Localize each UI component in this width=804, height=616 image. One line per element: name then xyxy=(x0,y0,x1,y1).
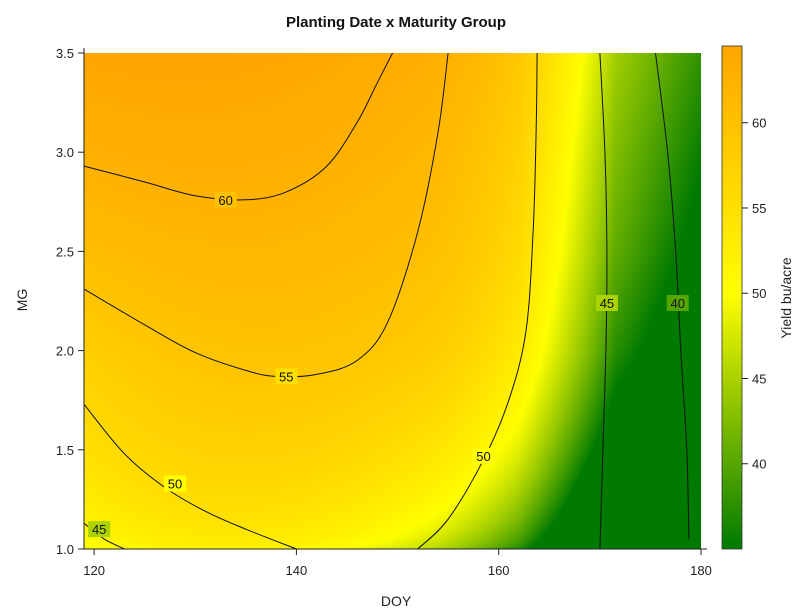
y-tick-label: 1.5 xyxy=(56,443,74,458)
contour-line-55 xyxy=(83,52,449,378)
contour-label-50: 50 xyxy=(476,449,490,464)
contour-label-bg xyxy=(88,521,111,538)
colorbar-tick-label: 40 xyxy=(752,457,766,472)
colorbar-tick-label: 55 xyxy=(752,201,766,216)
colorbar-tick-label: 45 xyxy=(752,371,766,386)
x-tick-label: 160 xyxy=(488,563,510,578)
y-axis-title: MG xyxy=(14,289,30,312)
colorbar-tick-label: 60 xyxy=(752,116,766,131)
colorbar-ticks: 40 45 50 55 60 xyxy=(742,116,766,472)
colorbar-gradient xyxy=(721,45,743,550)
contour-line-50 xyxy=(83,403,297,550)
contour-label-bg xyxy=(275,368,298,385)
x-axis: 120 140 160 180 xyxy=(83,548,712,578)
colorbar: 40 45 50 55 60 Yield bu/acre xyxy=(721,45,794,550)
contour-label-55: 55 xyxy=(279,369,293,384)
x-tick-label: 180 xyxy=(690,563,712,578)
contour-label-bg xyxy=(666,294,689,311)
x-axis-title: DOY xyxy=(381,593,412,609)
plot-area: 60 55 50 50 45 45 40 xyxy=(83,52,701,550)
contour-label-50: 50 xyxy=(168,477,182,492)
chart-title: Planting Date x Maturity Group xyxy=(286,14,506,31)
contour-label-bg xyxy=(214,191,237,208)
contour-label-bg xyxy=(595,294,618,311)
contour-label-45: 45 xyxy=(600,296,614,311)
x-tick-label: 140 xyxy=(286,563,308,578)
y-tick-label: 3.5 xyxy=(56,46,74,61)
colorbar-title: Yield bu/acre xyxy=(778,257,794,338)
contour-line-50 xyxy=(417,52,538,550)
contour-label-bg xyxy=(164,475,187,492)
x-tick-label: 120 xyxy=(83,563,105,578)
y-tick-label: 1.0 xyxy=(56,542,74,557)
contour-label-bg xyxy=(472,447,495,464)
contour-line-60 xyxy=(83,52,393,201)
y-tick-label: 2.5 xyxy=(56,244,74,259)
colorbar-tick-label: 50 xyxy=(752,286,766,301)
y-tick-label: 2.0 xyxy=(56,344,74,359)
contour-label-45: 45 xyxy=(92,522,106,537)
y-tick-label: 3.0 xyxy=(56,145,74,160)
contour-label-60: 60 xyxy=(218,193,232,208)
contour-labels: 60 55 50 50 45 45 40 xyxy=(88,191,689,538)
contour-label-40: 40 xyxy=(671,296,685,311)
y-axis: 1.0 1.5 2.0 2.5 3.0 3.5 xyxy=(56,46,85,557)
